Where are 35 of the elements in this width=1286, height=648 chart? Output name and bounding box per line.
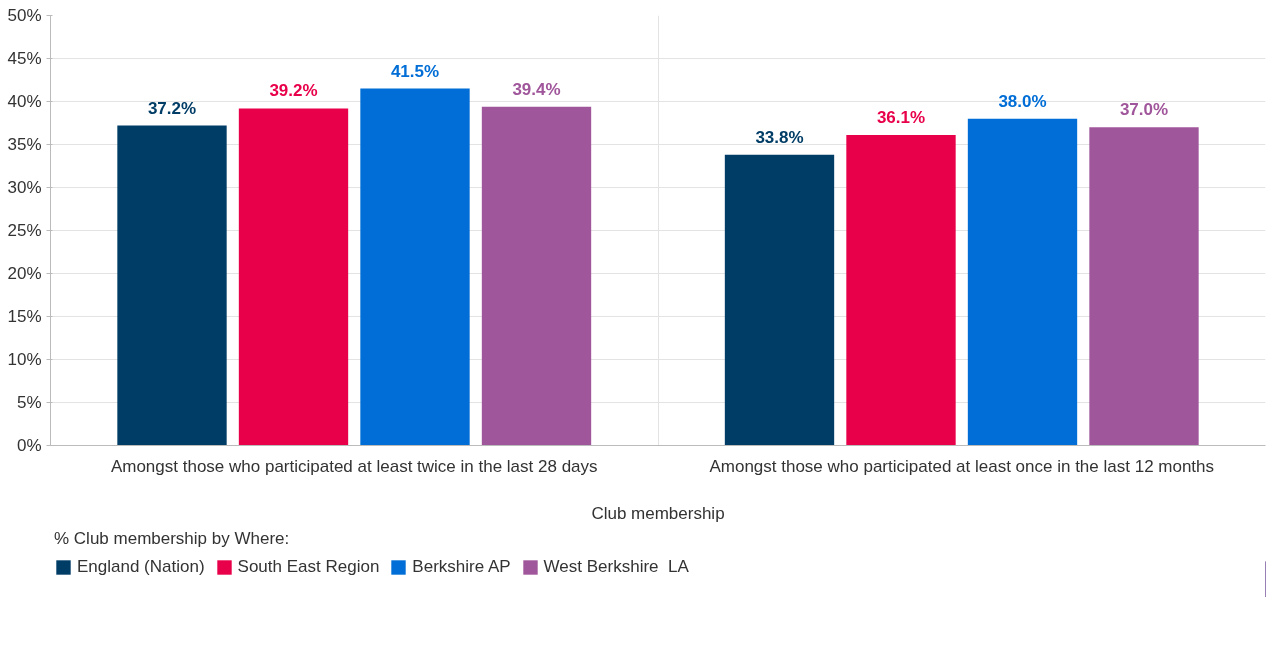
- legend-label: West Berkshire LA: [543, 557, 689, 577]
- data-label: 37.0%: [1119, 100, 1169, 120]
- y-tick-label: 15%: [7, 307, 42, 326]
- y-tick-label: 10%: [7, 350, 42, 369]
- y-tick-label: 30%: [7, 178, 42, 197]
- bar: [724, 154, 835, 446]
- y-tick-label: 20%: [7, 264, 42, 283]
- data-label: 36.1%: [876, 108, 926, 128]
- data-label: 39.4%: [512, 79, 561, 99]
- y-tick-label: 50%: [7, 6, 42, 25]
- x-tick-label: Amongst those who participated at least once in the last 12 months: [709, 456, 1215, 476]
- bar: [117, 125, 227, 446]
- y-tick-label: 40%: [7, 92, 42, 111]
- data-label: 38.0%: [998, 91, 1047, 111]
- data-label: 33.8%: [755, 127, 804, 147]
- data-label: 39.2%: [269, 81, 318, 101]
- x-axis-title: Club membership: [591, 503, 725, 523]
- bar: [481, 106, 592, 446]
- data-label: 37.2%: [147, 98, 197, 118]
- bar: [846, 135, 956, 446]
- bar: [967, 118, 1078, 446]
- bar: [238, 108, 349, 446]
- legend-label: Berkshire AP: [412, 557, 511, 577]
- y-tick-label: 25%: [7, 221, 42, 240]
- bar: [360, 88, 470, 446]
- bar: [1089, 127, 1199, 446]
- y-tick-label: 5%: [16, 393, 42, 412]
- y-tick-label: 35%: [7, 135, 42, 154]
- legend-title: % Club membership by Where:: [54, 529, 291, 549]
- legend-label: South East Region: [237, 557, 380, 577]
- y-tick-label: 45%: [7, 49, 42, 68]
- data-label: 41.5%: [390, 61, 440, 81]
- x-tick-label: Amongst those who participated at least twice in the last 28 days: [110, 456, 598, 476]
- legend-label: England (Nation): [77, 557, 205, 577]
- y-tick-label: 0%: [16, 436, 42, 455]
